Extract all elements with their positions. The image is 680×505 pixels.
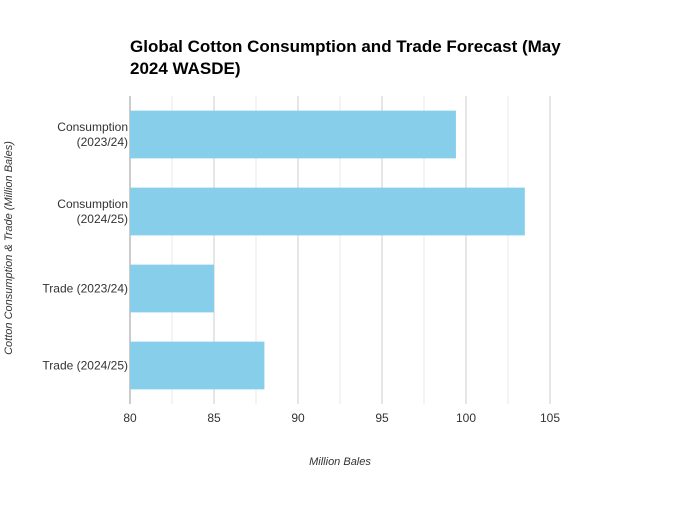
- x-tick-label: 80: [123, 411, 137, 425]
- y-tick-label: Trade (2024/25): [42, 359, 128, 373]
- bar: [130, 110, 456, 159]
- bar: [130, 264, 214, 313]
- x-tick-label: 105: [540, 411, 560, 425]
- chart-title-line-2: 2024 WASDE): [130, 59, 241, 78]
- x-tick-label: 85: [207, 411, 221, 425]
- x-axis-label: Million Bales: [309, 456, 371, 468]
- x-tick-label: 100: [456, 411, 476, 425]
- bar: [130, 341, 265, 390]
- y-tick-labels: Consumption(2023/24)Consumption(2024/25)…: [42, 120, 128, 373]
- bars: [130, 110, 525, 390]
- y-tick-label: Consumption: [57, 120, 128, 134]
- y-tick-label: Trade (2023/24): [42, 282, 128, 296]
- x-tick-labels: 80 85 90 95 100 105: [123, 411, 560, 425]
- y-axis-label: Cotton Consumption & Trade (Million Bale…: [3, 141, 15, 355]
- x-tick-label: 95: [375, 411, 389, 425]
- chart-title-line-1: Global Cotton Consumption and Trade Fore…: [130, 37, 561, 56]
- x-tick-label: 90: [291, 411, 305, 425]
- y-tick-label: (2024/25): [77, 212, 128, 226]
- bar: [130, 187, 525, 236]
- y-tick-label: Consumption: [57, 197, 128, 211]
- y-tick-label: (2023/24): [77, 135, 128, 149]
